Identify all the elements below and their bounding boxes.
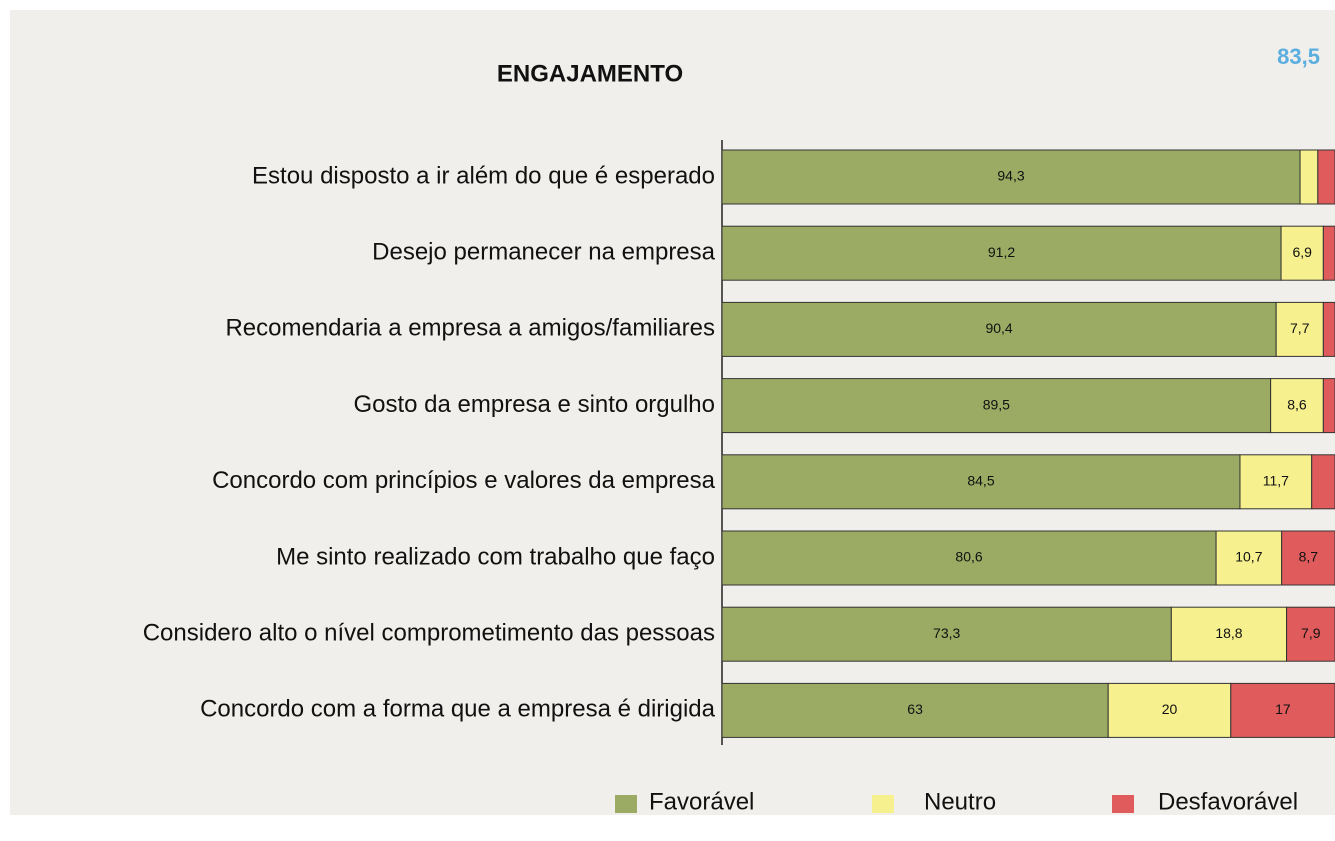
bar-segment xyxy=(721,301,1277,357)
bar-segment xyxy=(721,682,1109,738)
bar-segment xyxy=(1322,225,1335,281)
value-label: 73,3 xyxy=(933,625,960,641)
category-label: Considero alto o nível comprometimento d… xyxy=(143,620,715,647)
value-label: 6,9 xyxy=(1292,244,1312,260)
bar-segment xyxy=(1311,454,1335,510)
value-label: 11,7 xyxy=(1263,473,1289,489)
bar-segment xyxy=(1299,149,1319,205)
value-label: 17 xyxy=(1275,701,1291,717)
legend-swatch xyxy=(872,795,894,813)
value-label: 7,9 xyxy=(1301,625,1321,641)
value-label: 10,7 xyxy=(1235,549,1262,565)
bar-segment xyxy=(721,606,1172,662)
value-label: 8,7 xyxy=(1299,549,1319,565)
bar-segment xyxy=(1317,149,1335,205)
bar-segment xyxy=(721,225,1282,281)
legend-swatch xyxy=(615,795,637,813)
category-label: Recomendaria a empresa a amigos/familiar… xyxy=(225,315,715,342)
category-label: Me sinto realizado com trabalho que faço xyxy=(276,543,715,570)
category-label: Concordo com princípios e valores da emp… xyxy=(212,467,716,494)
score-annotation: 83,5 xyxy=(1277,44,1320,69)
category-label: Concordo com a forma que a empresa é dir… xyxy=(200,696,716,723)
value-label: 90,4 xyxy=(985,320,1012,336)
category-label: Desejo permanecer na empresa xyxy=(372,239,715,266)
legend-label: Neutro xyxy=(924,788,996,815)
category-label: Estou disposto a ir além do que é espera… xyxy=(252,162,715,189)
legend-label: Desfavorável xyxy=(1158,788,1298,815)
value-label: 18,8 xyxy=(1215,625,1242,641)
chart-title: ENGAJAMENTO xyxy=(497,60,683,87)
value-label: 94,3 xyxy=(997,168,1024,184)
bar-segment xyxy=(1281,530,1335,586)
legend-swatch xyxy=(1112,795,1134,813)
value-label: 8,6 xyxy=(1287,396,1307,412)
bar-segment xyxy=(1230,682,1335,738)
value-label: 89,5 xyxy=(983,396,1010,412)
bar-segment xyxy=(1215,530,1283,586)
bar-segment xyxy=(1170,606,1288,662)
legend-label: Favorável xyxy=(649,788,754,815)
value-label: 91,2 xyxy=(988,244,1015,260)
value-label: 20 xyxy=(1162,701,1178,717)
value-label: 7,7 xyxy=(1290,320,1310,336)
bar-segment xyxy=(1322,378,1335,434)
value-label: 84,5 xyxy=(967,473,994,489)
bar-segment xyxy=(1239,454,1313,510)
bar-segment xyxy=(1280,225,1324,281)
value-label: 80,6 xyxy=(955,549,982,565)
bar-segment xyxy=(721,530,1217,586)
bar-segment xyxy=(1322,301,1335,357)
category-label: Gosto da empresa e sinto orgulho xyxy=(353,391,715,418)
bar-segment xyxy=(721,149,1301,205)
bar-segment xyxy=(721,378,1272,434)
value-label: 63 xyxy=(907,701,923,717)
